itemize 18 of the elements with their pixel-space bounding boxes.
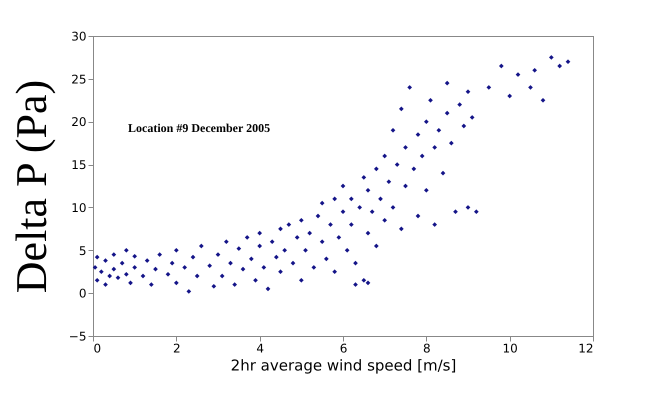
y-tick-label: 5 [78, 244, 86, 258]
x-tick-label: 12 [578, 342, 594, 356]
x-tick-label: 10 [502, 342, 518, 356]
y-tick-label: 25 [71, 72, 86, 86]
x-axis-title: 2hr average wind speed [m/s] [230, 356, 456, 374]
y-axis-title: Delta P (Pa) [6, 80, 56, 294]
y-tick-label: 20 [71, 115, 86, 130]
y-tick-label: 0 [78, 286, 86, 301]
x-tick-label: 0 [94, 342, 102, 356]
x-tick-label: 8 [423, 342, 431, 356]
annotation: Location #9 December 2005 [128, 121, 270, 135]
y-tick-label: 30 [71, 30, 86, 44]
x-tick-label: 2 [173, 342, 181, 356]
x-tick-label: 4 [256, 342, 264, 356]
y-tick-label: −5 [68, 330, 86, 344]
x-tick-label: 6 [340, 342, 348, 356]
y-tick-label: 10 [71, 200, 86, 215]
y-tick-label: 15 [71, 158, 86, 172]
